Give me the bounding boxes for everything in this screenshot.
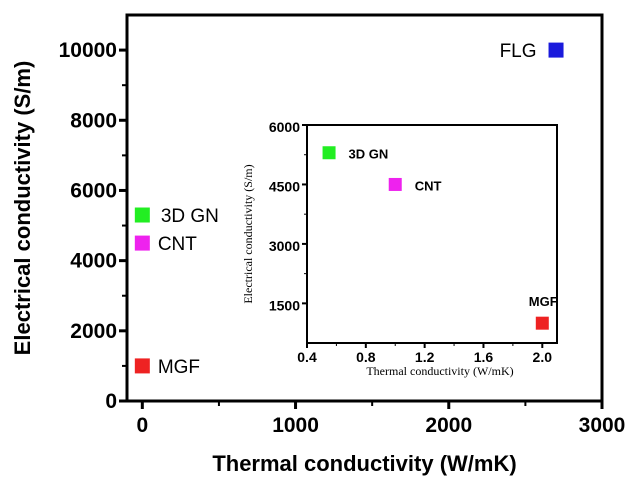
main-y-tick-label: 8000 [70,109,117,132]
inset-plot-frame [306,124,558,344]
main-point-cnt [134,235,150,251]
inset-x-tick-label: 0.4 [297,349,317,365]
main-x-axis-label: Thermal conductivity (W/mK) [212,451,516,476]
main-y-tick-label: 10000 [59,39,117,62]
main-y-tick-label: 2000 [70,320,117,343]
inset-x-tick-label: 1.2 [415,349,435,365]
main-y-tick-label: 0 [105,390,117,413]
main-y-tick-label: 6000 [70,179,117,202]
main-point-label: MGF [158,357,200,378]
main-y-tick-label: 4000 [70,250,117,273]
inset-x-tick-label: 1.6 [474,349,494,365]
main-x-tick-label: 1000 [272,414,319,437]
main-point-3d-gn [134,207,150,223]
inset-y-tick-label: 1500 [269,297,300,313]
main-plot: 0 1000 2000 3000 0 2000 4000 6000 8000 10000 Therm… [10,13,626,476]
inset-point-label: CNT [415,178,442,193]
main-x-tick-label: 0 [136,414,148,437]
inset-x-tick-label: 2.0 [533,349,553,365]
inset-point-label: MGF [529,294,558,309]
main-point-label: 3D GN [161,206,219,227]
inset-point-label: 3D GN [349,147,389,162]
main-y-axis-label: Electrical conductivity (S/m) [10,61,35,356]
inset-plot: 0.4 0.8 1.2 1.6 2.0 1500 3000 4500 6000 Thermal c… [241,119,558,378]
inset-point-mgf [535,316,549,330]
main-plot-frame [125,13,604,403]
inset-y-axis-label: Electrical conductivity (S/m) [241,164,255,303]
inset-y-tick-label: 3000 [269,238,300,254]
inset-y-tick-label: 4500 [269,178,300,194]
main-point-label: FLG [500,41,537,62]
main-point-mgf [134,358,150,374]
inset-x-tick-label: 0.8 [356,349,376,365]
main-x-tick-label: 3000 [579,414,626,437]
inset-x-axis-label: Thermal conductivity (W/mK) [366,364,513,378]
main-point-flg [548,42,564,58]
main-point-label: CNT [158,234,197,255]
main-x-tick-label: 2000 [425,414,472,437]
inset-y-tick-label: 6000 [269,119,300,135]
inset-point-cnt [388,177,402,191]
inset-point-3d-gn [322,146,336,160]
